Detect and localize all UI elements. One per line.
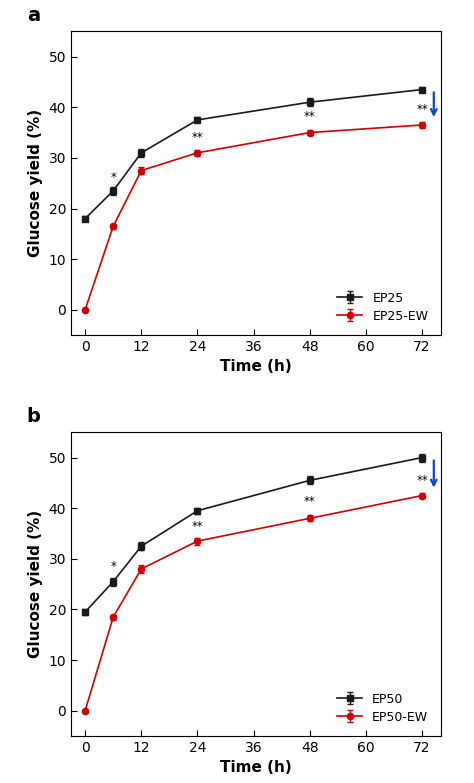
Text: **: ** [304,495,316,508]
Text: **: ** [191,131,203,144]
Legend: EP25, EP25-EW: EP25, EP25-EW [331,285,435,329]
Text: *: * [110,560,116,573]
Text: *: * [110,171,116,184]
Text: *: * [138,545,144,557]
X-axis label: Time (h): Time (h) [220,760,292,775]
Text: **: ** [416,474,428,487]
Legend: EP50, EP50-EW: EP50, EP50-EW [331,686,435,730]
X-axis label: Time (h): Time (h) [220,359,292,374]
Text: b: b [27,407,41,426]
Text: **: ** [191,519,203,532]
Text: *: * [138,150,144,163]
Text: **: ** [304,110,316,124]
Text: a: a [27,6,40,25]
Text: **: ** [416,103,428,117]
Y-axis label: Glucose yield (%): Glucose yield (%) [28,109,43,258]
Y-axis label: Glucose yield (%): Glucose yield (%) [28,510,43,659]
